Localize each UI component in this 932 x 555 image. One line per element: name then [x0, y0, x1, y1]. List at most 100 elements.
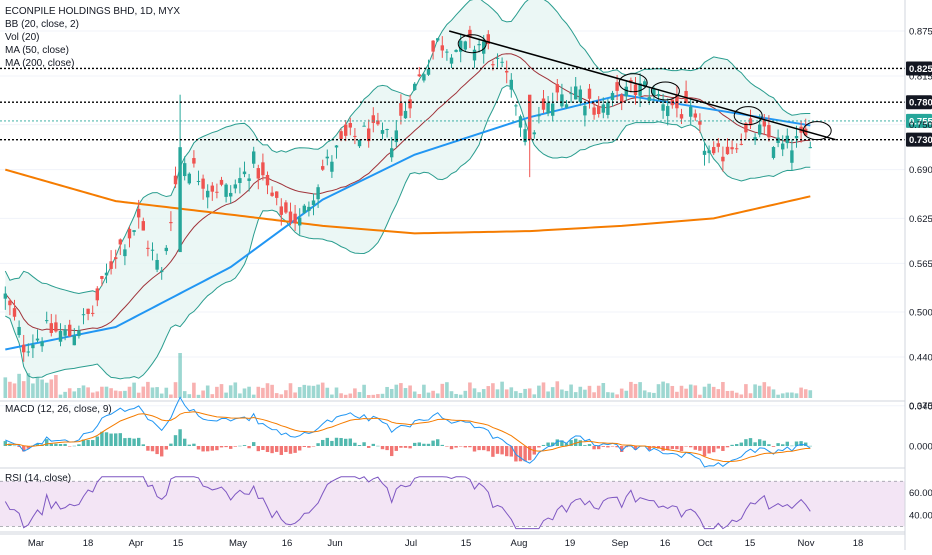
volume-bar	[422, 384, 426, 398]
macd-histogram-bar	[702, 446, 707, 457]
candle-body	[739, 143, 743, 145]
price-tick-label: 0.750	[909, 120, 932, 131]
volume-bar	[256, 386, 261, 398]
macd-histogram-bar	[316, 443, 320, 446]
macd-histogram-bar	[426, 443, 431, 446]
legend-volume: Vol (20)	[5, 32, 39, 43]
macd-histogram-bar	[325, 437, 329, 446]
candle-body	[229, 192, 233, 197]
candle-body	[385, 129, 389, 131]
macd-histogram-bar	[17, 446, 21, 447]
candle-body	[403, 110, 408, 119]
macd-histogram-bar	[146, 446, 150, 451]
macd-histogram-bar	[261, 446, 265, 450]
candle-body	[735, 148, 739, 150]
volume-bar	[334, 387, 339, 398]
volume-bar	[192, 382, 196, 398]
volume-bars	[3, 353, 813, 398]
macd-histogram-bar	[647, 446, 651, 451]
volume-bar	[504, 389, 509, 398]
rsi-band	[0, 481, 905, 527]
level-tag-0.780	[906, 95, 932, 110]
macd-histogram-bar	[81, 439, 86, 446]
horizontal-levels[interactable]	[0, 67, 905, 141]
price-tick-label: 0.500	[909, 308, 932, 319]
candle-body	[445, 51, 449, 53]
volume-bar	[389, 388, 394, 398]
volume-bar	[518, 392, 523, 398]
macd-histogram-bar	[367, 446, 371, 448]
volume-bar	[302, 384, 307, 398]
macd-histogram-bar	[716, 446, 720, 449]
volume-bar	[776, 394, 780, 398]
candle-body	[426, 69, 431, 75]
candle-body	[22, 344, 26, 353]
volume-bar	[527, 388, 532, 398]
volume-bar	[3, 377, 8, 398]
candle-body	[206, 190, 210, 198]
candle-body	[357, 139, 362, 147]
candle-body	[679, 114, 684, 119]
volume-bar	[592, 392, 596, 398]
macd-histogram-bar	[482, 446, 486, 451]
drawing-annotations[interactable]	[448, 30, 836, 141]
volume-bar	[573, 392, 578, 398]
candle-body	[233, 184, 237, 189]
macd-histogram-bar	[445, 446, 449, 447]
volume-bar	[780, 393, 785, 398]
volume-bar	[54, 375, 58, 398]
price-axis[interactable]: 0.825 0.780 0.755 0.730 0.875 0.815 0.750 0.690…	[904, 0, 932, 550]
time-axis[interactable]: Mar 18 Apr 15 May 16 Jun Jul 15 Aug 19 Sep 16 Oct 15 No…	[0, 533, 905, 549]
touch-circle-0	[457, 34, 487, 54]
macd-histogram-bar	[592, 446, 596, 450]
price-tick-label: 0.690	[909, 165, 932, 176]
candle-body	[219, 179, 224, 185]
candlesticks[interactable]	[3, 25, 812, 362]
candle-body	[459, 40, 463, 52]
candle-body	[620, 94, 624, 103]
macd-histogram-bar	[155, 446, 159, 455]
macd-histogram-bar	[233, 446, 237, 447]
candle-body	[753, 137, 757, 141]
macd-histogram-bar	[150, 446, 155, 452]
volume-bar	[394, 384, 399, 398]
candle-body	[413, 83, 417, 91]
macd-histogram-bar	[109, 433, 113, 446]
candle-body	[394, 130, 398, 143]
macd-histogram-bar	[753, 442, 757, 446]
macd-histogram-bar	[123, 438, 127, 446]
volume-bar	[380, 393, 385, 398]
volume-bar	[486, 386, 491, 398]
volume-bar	[132, 382, 136, 398]
macd-histogram-bar	[353, 442, 357, 446]
candle-body	[689, 106, 693, 117]
volume-bar	[555, 381, 560, 398]
candle-body	[146, 247, 150, 249]
level-label: 0.780	[909, 98, 932, 109]
candle-body	[431, 40, 435, 52]
volume-bar	[320, 382, 325, 398]
level-tag-0.825	[906, 61, 932, 76]
macd-histogram-bar	[790, 445, 794, 447]
volume-bar	[86, 387, 90, 398]
macd-histogram-bar	[569, 440, 573, 446]
candle-body	[187, 173, 191, 184]
volume-bar	[610, 392, 615, 398]
macd-histogram-bar	[693, 446, 697, 450]
candle-body	[721, 156, 725, 162]
volume-bar	[17, 373, 21, 398]
volume-bar	[316, 384, 320, 398]
macd-histogram-bar	[219, 446, 224, 448]
macd-histogram-bar	[362, 442, 366, 446]
volume-bar	[670, 385, 675, 398]
candle-body	[330, 161, 334, 172]
candle-body	[261, 162, 265, 176]
volume-bar	[77, 387, 81, 398]
macd-histogram-bar	[633, 446, 638, 450]
macd-histogram-bar	[201, 446, 205, 452]
candle-body	[781, 143, 785, 150]
rsi-tick-label: 40.00	[909, 511, 932, 522]
macd-histogram-bar	[491, 446, 495, 457]
